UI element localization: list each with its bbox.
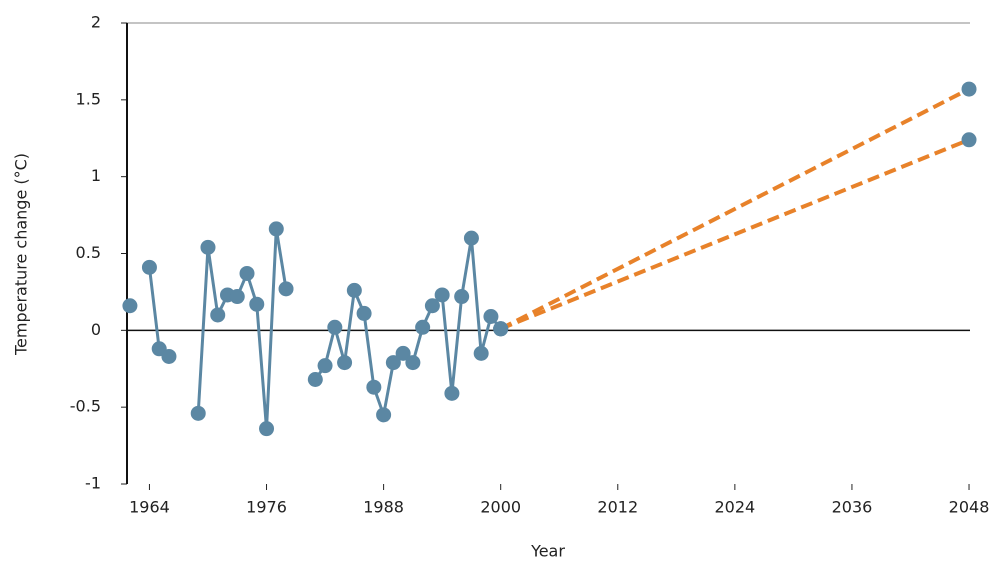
data-point [239, 265, 255, 281]
data-point [200, 239, 216, 255]
x-tick-label: 1964 [129, 498, 170, 517]
series-line [499, 87, 970, 331]
y-tick-label: 1.5 [76, 89, 101, 108]
x-tick-label: 2000 [480, 498, 521, 517]
data-point [473, 345, 489, 361]
data-point [444, 385, 460, 401]
data-point [961, 81, 977, 97]
y-tick-label: -1 [85, 474, 101, 493]
data-point [259, 421, 275, 437]
data-point [434, 287, 450, 303]
x-tick-label: 1976 [246, 498, 287, 517]
data-point [278, 281, 294, 297]
data-point [493, 321, 509, 337]
data-point [376, 407, 392, 423]
y-tick-label: 2 [91, 13, 101, 32]
y-tick-label: -0.5 [70, 397, 101, 416]
y-tick-label: 0.5 [76, 243, 101, 262]
data-point [405, 355, 421, 371]
data-point [366, 379, 382, 395]
data-point [229, 289, 245, 305]
x-tick-label: 2024 [714, 498, 755, 517]
x-tick-label: 2048 [949, 498, 990, 517]
data-point [454, 289, 470, 305]
data-point [415, 319, 431, 335]
data-point [141, 259, 157, 275]
x-tick-label: 2012 [597, 498, 638, 517]
data-point [268, 221, 284, 237]
data-point [395, 345, 411, 361]
data-point [317, 358, 333, 374]
y-tick-label: 1 [91, 166, 101, 185]
data-point [327, 319, 343, 335]
data-point [122, 298, 138, 314]
data-point [337, 355, 353, 371]
data-point [161, 348, 177, 364]
data-point [307, 372, 323, 388]
data-point [210, 307, 226, 323]
data-point [346, 282, 362, 298]
x-tick-label: 2036 [832, 498, 873, 517]
data-point [961, 132, 977, 148]
x-axis-label: Year [530, 542, 565, 561]
data-point [356, 305, 372, 321]
series-line [499, 137, 970, 331]
data-point [424, 298, 440, 314]
y-axis-label: Temperature change (°C) [12, 153, 31, 356]
data-point [483, 309, 499, 325]
data-point [385, 355, 401, 371]
data-point [463, 230, 479, 246]
data-point [190, 405, 206, 421]
y-tick-label: 0 [91, 320, 101, 339]
data-point [249, 296, 265, 312]
x-tick-label: 1988 [363, 498, 404, 517]
